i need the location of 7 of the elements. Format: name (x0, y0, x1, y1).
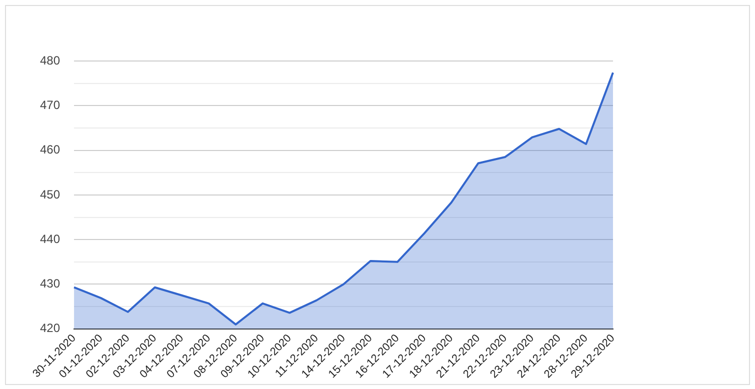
y-tick-label: 450 (40, 187, 60, 202)
y-tick-label: 440 (40, 232, 60, 246)
y-tick-label: 420 (40, 321, 60, 336)
y-tick-label: 460 (40, 142, 60, 157)
y-tick-label: 480 (40, 53, 60, 68)
y-tick-label: 430 (40, 276, 60, 291)
y-tick-label: 470 (40, 98, 60, 112)
